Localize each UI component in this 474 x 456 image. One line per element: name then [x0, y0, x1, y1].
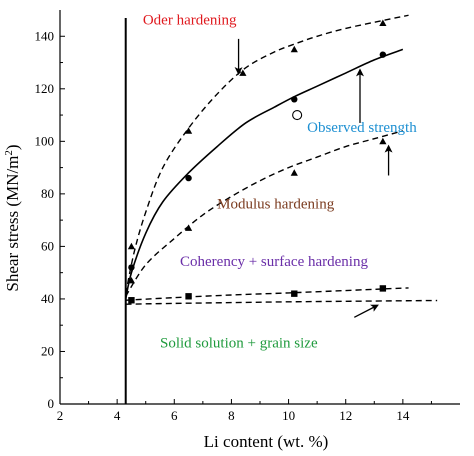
series-line-1 — [125, 14, 409, 294]
x-tick-label: 6 — [171, 408, 178, 423]
data-point-triangle — [184, 224, 193, 231]
annotation-label: Observed strength — [307, 120, 417, 136]
annotation-label: Modulus hardening — [217, 196, 335, 212]
series-line-3 — [125, 130, 404, 297]
data-point-triangle — [379, 19, 387, 27]
y-axis-title-main: Shear stress (MN/m — [3, 156, 22, 292]
y-tick-label: 140 — [35, 28, 55, 43]
data-point-circle — [291, 96, 298, 103]
y-axis-title: Shear stress (MN/m2) — [3, 144, 22, 291]
annotation-label: Oder hardening — [143, 12, 237, 28]
data-point-triangle — [127, 242, 136, 250]
data-point-triangle — [379, 137, 387, 145]
x-tick-label: 12 — [339, 408, 352, 423]
data-point-square — [185, 293, 192, 300]
y-axis-title-close: ) — [3, 144, 22, 150]
x-tick-label: 14 — [396, 408, 410, 423]
annotation-label: Solid solution + grain size — [160, 336, 318, 352]
data-point-circle — [185, 174, 192, 182]
data-point-triangle — [184, 127, 193, 134]
data-point-triangle — [290, 169, 298, 176]
data-point-square — [379, 285, 387, 292]
x-tick-label: 8 — [228, 408, 235, 423]
x-tick-label: 4 — [114, 408, 121, 423]
annotation-arrow — [353, 304, 379, 318]
data-point-square — [291, 290, 298, 297]
y-tick-label: 100 — [35, 133, 55, 148]
data-point-circle — [128, 264, 135, 271]
x-tick-label: 10 — [282, 408, 295, 423]
data-point-open-circle — [292, 110, 303, 121]
data-point-triangle — [127, 276, 136, 284]
annotation-label: Coherency + surface hardening — [180, 254, 368, 270]
series-line-5 — [125, 299, 438, 305]
x-axis-title: Li content (wt. %) — [204, 432, 329, 451]
y-tick-label: 40 — [41, 291, 54, 306]
y-tick-label: 80 — [41, 186, 54, 201]
series-line-2 — [124, 48, 404, 300]
data-point-square — [128, 297, 135, 304]
series-line-4 — [125, 287, 409, 301]
data-point-circle — [379, 51, 387, 58]
y-tick-label: 120 — [35, 81, 55, 96]
y-tick-label: 20 — [41, 343, 54, 358]
y-tick-label: 60 — [41, 238, 54, 253]
y-tick-label: 0 — [48, 396, 55, 411]
data-point-triangle — [290, 45, 298, 53]
x-tick-label: 2 — [57, 408, 64, 423]
y-axis-title-superscript: 2 — [3, 150, 15, 156]
